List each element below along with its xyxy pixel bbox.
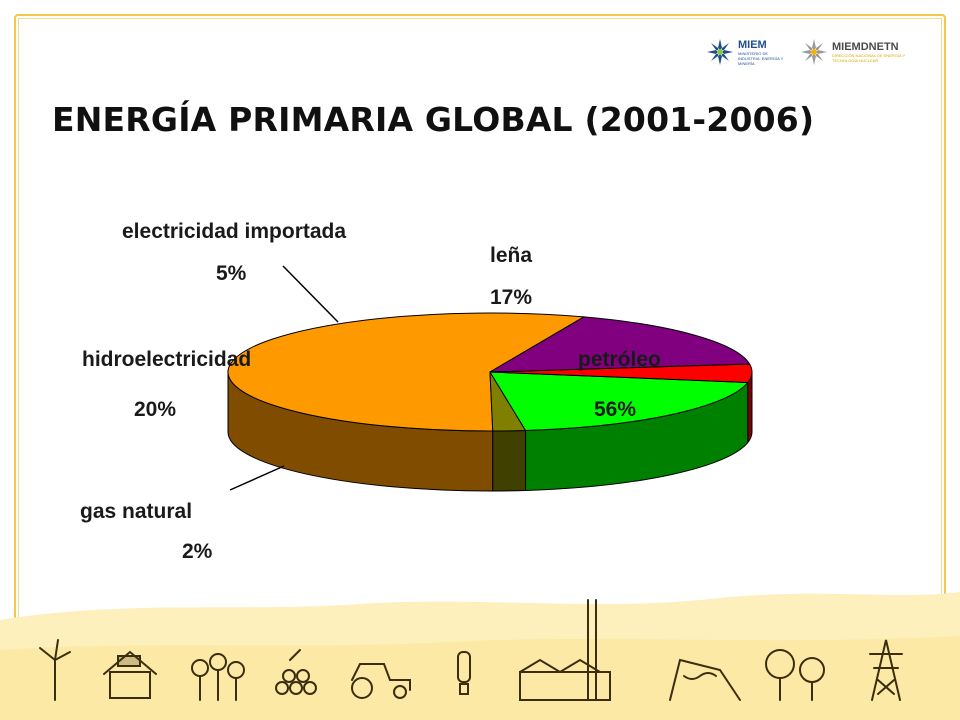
miem-logo-subtitle: MINISTERIO DE INDUSTRIA, ENERGÍA Y MINER… [738, 50, 784, 66]
pie-side-gas-natural [492, 429, 527, 492]
label-electricidad-importada: electricidad importada [122, 220, 347, 243]
label-lena: leña [490, 244, 533, 267]
header-logos: MIEM MINISTERIO DE INDUSTRIA, ENERGÍA Y … [700, 30, 940, 74]
label-petroleo: petróleo [578, 348, 661, 371]
pct-hidroelectricidad: 20% [134, 398, 177, 421]
dnetn-logo-subtitle: DIRECCIÓN NACIONAL DE ENERGÍA Y TECNOLOG… [832, 53, 906, 63]
pct-electricidad-importada: 5% [216, 262, 247, 285]
pct-lena: 17% [490, 286, 533, 309]
miem-logo-text: MIEM [738, 38, 767, 51]
pie-side-electricidad-importada [747, 371, 753, 444]
pie-slice-hidroelectricidad [489, 371, 749, 431]
dnetn-logo: MIEMDNETN DIRECCIÓN NACIONAL DE ENERGÍA … [800, 34, 922, 70]
pct-gas-natural: 2% [182, 540, 213, 563]
miem-logo: MIEM MINISTERIO DE INDUSTRIA, ENERGÍA Y … [706, 34, 788, 70]
pct-petroleo: 56% [594, 398, 637, 421]
dnetn-sun-icon [800, 38, 828, 66]
pie-slice-petróleo [227, 312, 586, 432]
slide-title: ENERGÍA PRIMARIA GLOBAL (2001-2006) [52, 100, 815, 139]
miem-sun-icon [706, 38, 734, 66]
pie-slice-leña [489, 316, 751, 373]
leader-line-gas-natural [229, 465, 285, 491]
dnetn-logo-text: MIEMDNETN [832, 41, 899, 53]
leader-line-electricidad-importada [282, 265, 339, 323]
label-hidroelectricidad: hidroelectricidad [82, 348, 252, 371]
label-gas-natural: gas natural [80, 500, 193, 523]
